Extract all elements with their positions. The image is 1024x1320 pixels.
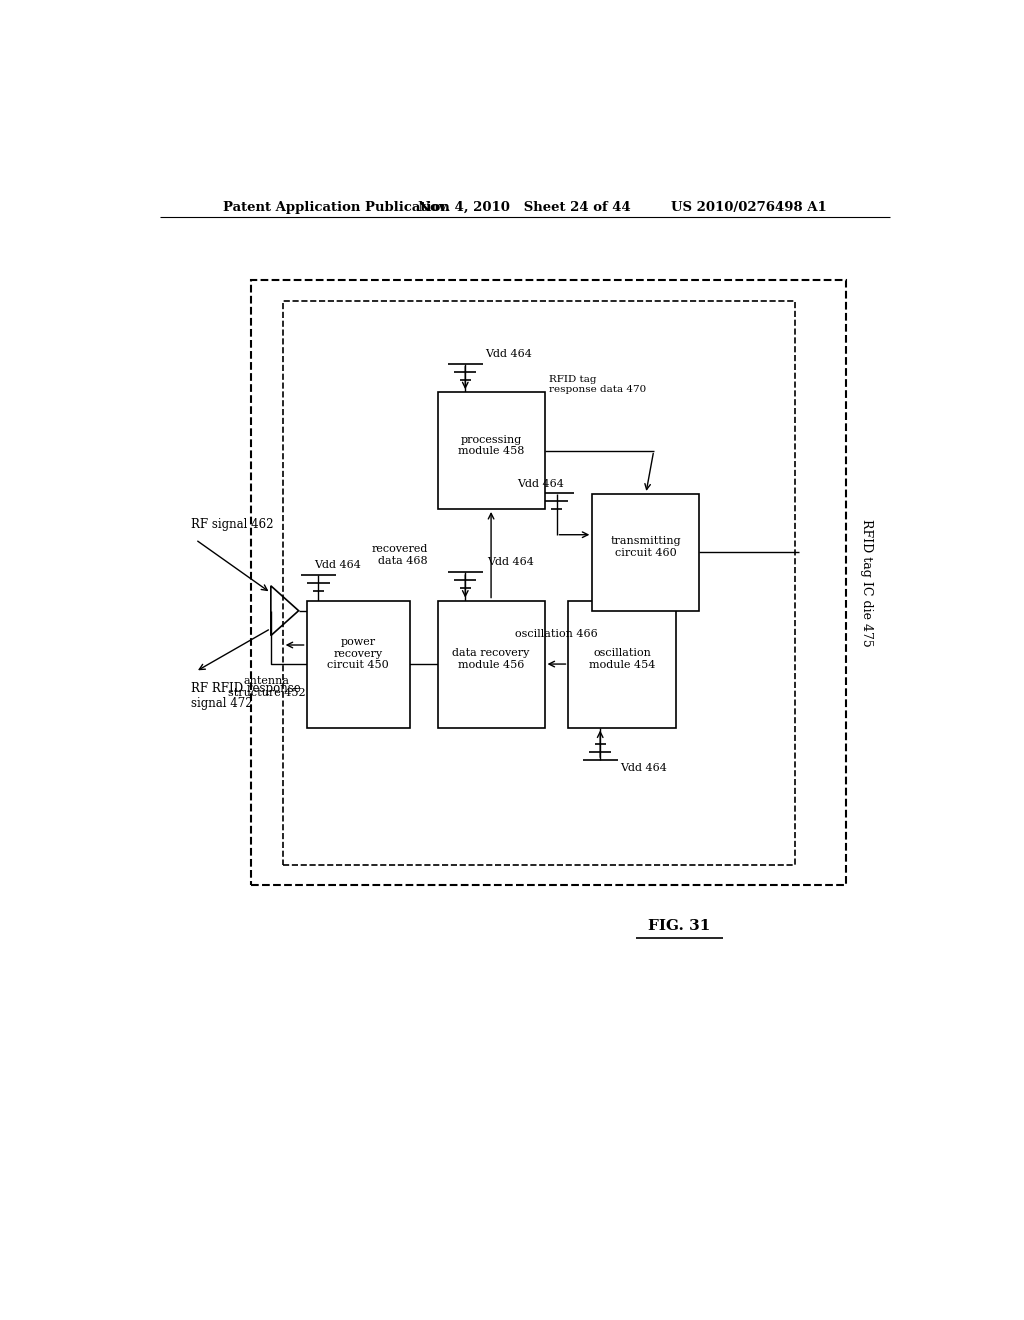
Bar (568, 601, 676, 727)
Text: antenna
structure 452: antenna structure 452 (228, 676, 306, 698)
Text: oscillation 466: oscillation 466 (515, 628, 598, 639)
Text: recovered
data 468: recovered data 468 (372, 544, 428, 565)
Text: Vdd 464: Vdd 464 (314, 560, 361, 570)
Bar (592, 494, 699, 611)
Bar (283, 301, 795, 865)
Bar (251, 280, 846, 886)
Text: Vdd 464: Vdd 464 (621, 763, 667, 774)
Text: transmitting
circuit 460: transmitting circuit 460 (610, 536, 681, 558)
Text: processing
module 458: processing module 458 (458, 434, 524, 457)
Text: Nov. 4, 2010   Sheet 24 of 44: Nov. 4, 2010 Sheet 24 of 44 (419, 201, 631, 214)
Bar (306, 601, 410, 727)
Text: RF RFID response
signal 472: RF RFID response signal 472 (191, 682, 301, 710)
Text: Vdd 464: Vdd 464 (517, 479, 564, 488)
Text: US 2010/0276498 A1: US 2010/0276498 A1 (671, 201, 826, 214)
Text: data recovery
module 456: data recovery module 456 (453, 648, 529, 669)
Text: oscillation
module 454: oscillation module 454 (589, 648, 655, 669)
Text: FIG. 31: FIG. 31 (648, 919, 711, 933)
Text: power
recovery
circuit 450: power recovery circuit 450 (328, 638, 389, 671)
Text: Patent Application Publication: Patent Application Publication (223, 201, 450, 214)
Text: Vdd 464: Vdd 464 (487, 557, 535, 566)
Text: Vdd 464: Vdd 464 (485, 348, 532, 359)
Text: RFID tag
response data 470: RFID tag response data 470 (549, 375, 646, 395)
Bar (437, 392, 545, 510)
Text: RFID tag IC die 475: RFID tag IC die 475 (859, 519, 872, 647)
Text: RF signal 462: RF signal 462 (191, 517, 274, 531)
Bar (437, 601, 545, 727)
